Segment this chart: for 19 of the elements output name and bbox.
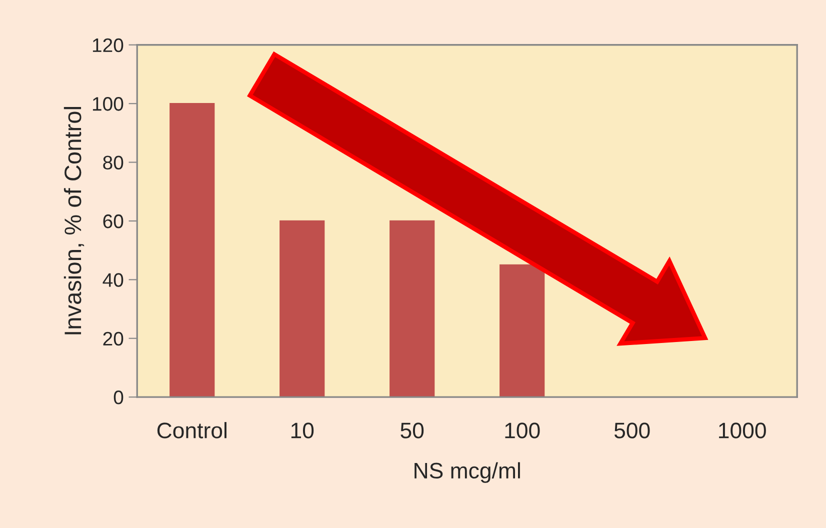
- x-tick-label: 100: [505, 422, 540, 438]
- y-axis-title: Invasion, % of Control: [64, 107, 84, 334]
- x-tick-label: Control: [157, 422, 226, 438]
- x-tick-label: 500: [614, 422, 650, 438]
- x-axis-title: NS mcg/ml: [414, 462, 520, 483]
- bar: [390, 220, 435, 398]
- y-tick-label: 40: [102, 273, 124, 287]
- y-tick-label: 120: [92, 38, 124, 52]
- y-tick-label: 20: [103, 332, 124, 346]
- bar: [500, 264, 545, 398]
- x-tick-label: 1000: [719, 422, 766, 438]
- y-tick-label: 100: [92, 97, 124, 111]
- y-tick-label: 0: [114, 390, 124, 404]
- y-tick-label: 80: [103, 156, 124, 170]
- bar: [280, 220, 325, 398]
- x-tick-label: 50: [400, 422, 424, 438]
- bar: [170, 103, 215, 398]
- y-tick-label: 60: [103, 214, 124, 228]
- x-tick-label: 10: [291, 422, 314, 438]
